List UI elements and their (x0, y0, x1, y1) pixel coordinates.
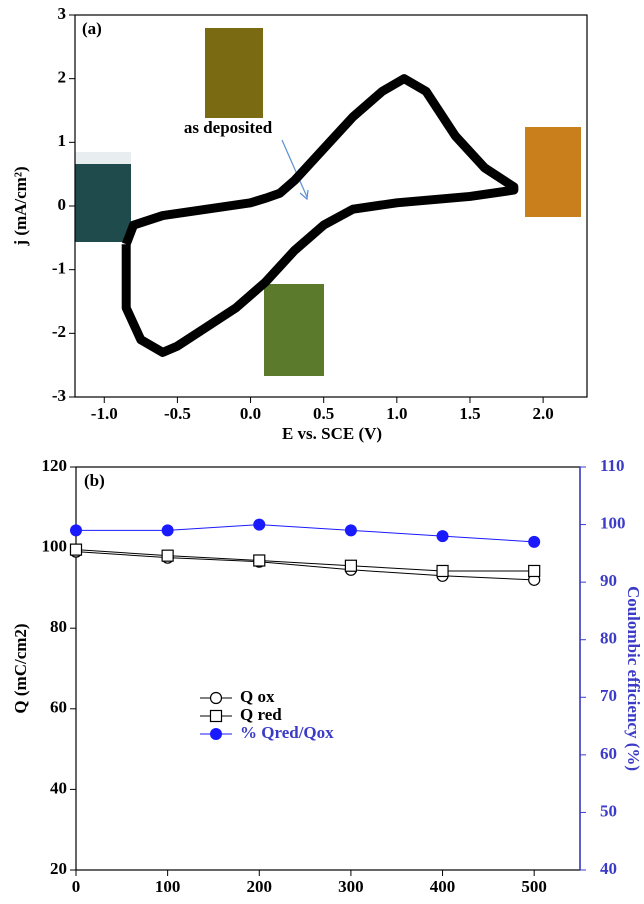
x-tick-label: 1.5 (459, 404, 480, 423)
x-axis-label: E vs. SCE (V) (282, 424, 382, 443)
y-tick-label: 100 (42, 537, 68, 556)
y2-tick-label: 100 (600, 513, 626, 532)
marker (209, 691, 223, 705)
photo-inset (205, 28, 263, 118)
plot-frame (75, 466, 581, 871)
photo-inset (264, 284, 324, 376)
marker (344, 559, 358, 572)
x-tick-label: 0.5 (313, 404, 334, 423)
marker (436, 530, 449, 543)
x-tick-label: 0.0 (240, 404, 261, 423)
y-tick-label: 80 (50, 617, 67, 636)
y-tick-label: -1 (52, 259, 66, 278)
y-axis-label: j (mA/cm²) (11, 166, 30, 246)
x-tick-label: 100 (155, 877, 181, 896)
series-line (75, 549, 535, 572)
y-tick-label: 1 (58, 131, 67, 150)
marker (70, 524, 82, 537)
marker (69, 543, 83, 556)
annotation: as deposited (184, 118, 273, 137)
marker (210, 728, 222, 740)
x-tick-label: -1.0 (91, 404, 118, 423)
x-tick-label: 1.0 (386, 404, 407, 423)
panel-label: (a) (82, 19, 102, 38)
legend-label: Q ox (240, 687, 275, 706)
arrow-head (299, 189, 309, 201)
photo-inset (75, 152, 131, 164)
x-tick-label: 400 (430, 877, 456, 896)
y2-tick-label: 80 (600, 629, 617, 648)
marker (528, 535, 541, 548)
y2-axis-label: Coulombic efficiency (%) (624, 586, 643, 771)
y-tick-label: 0 (58, 195, 67, 214)
photo-inset (525, 127, 581, 217)
y-tick-label: 2 (58, 68, 67, 87)
legend-label: Q red (240, 705, 282, 724)
y-tick-label: 40 (50, 778, 67, 797)
y2-tick-label: 110 (600, 456, 625, 475)
y-tick-label: 3 (58, 4, 67, 23)
y2-tick-label: 40 (600, 859, 617, 878)
y2-tick-label: 90 (600, 571, 617, 590)
legend-label: % Qred/Qox (240, 723, 334, 742)
x-tick-label: 300 (338, 877, 364, 896)
marker (209, 709, 223, 723)
photo-inset (75, 152, 131, 242)
x-tick-label: 500 (521, 877, 547, 896)
y-tick-label: 120 (42, 456, 68, 475)
panel-label: (b) (84, 471, 105, 490)
x-tick-label: 200 (247, 877, 273, 896)
x-tick-label: 0 (72, 877, 81, 896)
y-tick-label: -2 (52, 322, 66, 341)
marker (436, 564, 449, 578)
x-tick-label: -0.5 (164, 404, 191, 423)
marker (253, 518, 266, 531)
y2-tick-label: 60 (600, 744, 617, 763)
y2-tick-label: 50 (600, 801, 617, 820)
x-tick-label: 2.0 (532, 404, 553, 423)
arrow (281, 139, 308, 198)
cv-curve (121, 74, 519, 357)
marker (161, 524, 174, 537)
y-axis-label: Q (mC/cm2) (11, 623, 30, 713)
marker (344, 524, 357, 537)
series-line (76, 524, 535, 543)
marker (161, 549, 174, 562)
y-tick-label: -3 (52, 386, 66, 405)
marker (528, 564, 541, 578)
y-tick-label: 60 (50, 698, 67, 717)
y2-tick-label: 70 (600, 686, 617, 705)
plot-frame (74, 14, 588, 398)
series-line (75, 551, 535, 581)
marker (253, 554, 266, 567)
y-tick-label: 20 (50, 859, 67, 878)
